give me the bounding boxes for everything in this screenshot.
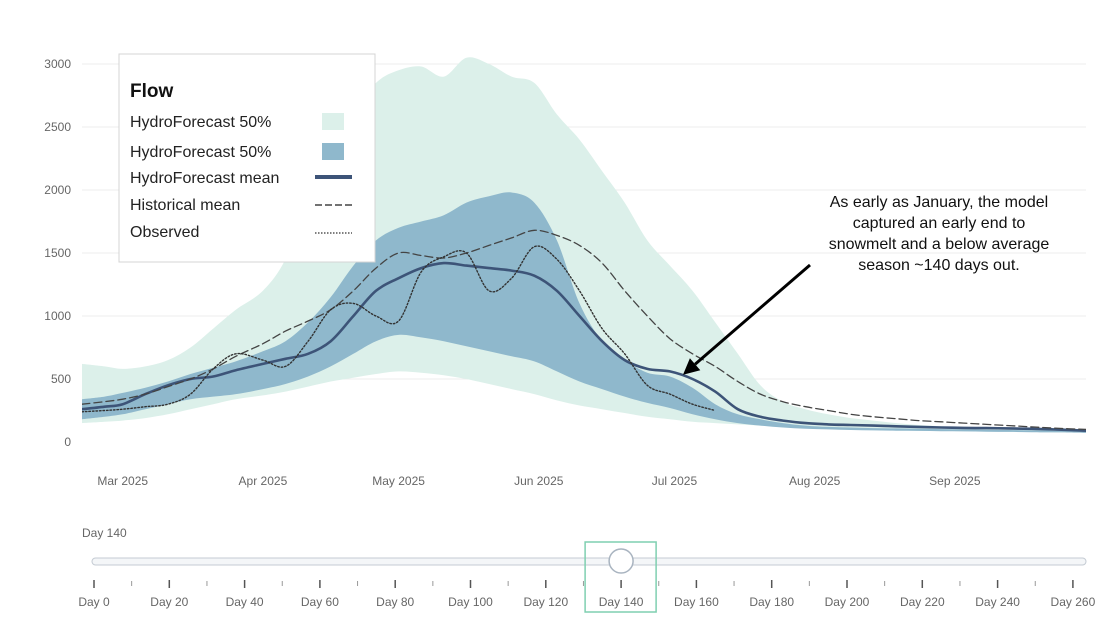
annotation-line-1: As early as January, the model [830,194,1048,211]
annotation-arrow-line [694,263,811,366]
y-tick-label: 500 [51,372,71,386]
slider-tick-label: Day 260 [1051,595,1096,609]
y-tick-label: 1500 [44,246,71,260]
slider-ticks: Day 0 Day 20 Day 40 Day 60 Day 80 Day 100 Day … [78,580,1096,609]
x-tick-label: Jun 2025 [514,474,564,488]
slider-tick-label: Day 100 [448,595,493,609]
slider-tick-label: Day 240 [975,595,1020,609]
slider-selection-box [584,541,657,613]
x-tick-label: Jul 2025 [652,474,698,488]
slider-track[interactable] [91,557,1087,566]
y-tick-label: 2500 [44,120,71,134]
annotation-line-3: snowmelt and a below average [829,236,1050,253]
slider-tick-label: Day 180 [749,595,794,609]
y-tick-label: 2000 [44,183,71,197]
legend-label-historical-mean: Historical mean [130,197,240,214]
legend-label-inner-band: HydroForecast 50% [130,144,271,161]
slider-tick-label: Day 60 [301,595,339,609]
legend-label-observed: Observed [130,224,199,241]
x-tick-label: Mar 2025 [97,474,148,488]
slider-tick-label: Day 220 [900,595,945,609]
y-tick-label: 0 [64,435,71,449]
y-axis-ticks: 0 500 1000 1500 2000 2500 3000 [44,57,71,449]
x-tick-label: Sep 2025 [929,474,981,488]
x-axis-ticks: Mar 2025 Apr 2025 May 2025 Jun 2025 Jul 2025… [97,474,981,488]
series-dotted-line [82,245,716,413]
legend-title: Flow [130,81,173,102]
slider-tick-label: Day 40 [226,595,264,609]
annotation-line-4: season ~140 days out. [858,257,1019,274]
slider-tick-label: Day 200 [825,595,870,609]
slider-caption: Day 140 [82,526,127,540]
slider-tick-label: Day 0 [78,595,110,609]
slider-tick-label: Day 80 [376,595,414,609]
y-tick-label: 1000 [44,309,71,323]
day-slider[interactable]: Day 140 Day 0 Day 20 Day 40 Day 60 Day 80 Day… [78,526,1096,613]
slider-tick-label: Day 120 [523,595,568,609]
x-tick-label: Apr 2025 [239,474,288,488]
legend-swatch-inner-band [322,143,344,160]
slider-tick-label: Day 160 [674,595,719,609]
slider-tick-label: Day 140 [599,595,644,609]
legend-swatch-outer-band [322,113,344,130]
legend-label-outer-band: HydroForecast 50% [130,114,271,131]
slider-tick-label: Day 20 [150,595,188,609]
legend: Flow HydroForecast 50% HydroForecast 50%… [118,53,376,263]
series-line-line [82,261,1086,432]
series-dashed-line [82,229,1086,431]
x-tick-label: Aug 2025 [789,474,841,488]
slider-handle[interactable] [608,548,634,574]
x-tick-label: May 2025 [372,474,425,488]
annotation-arrow-head [683,358,701,375]
annotation: As early as January, the model captured … [683,194,1049,375]
annotation-line-2: captured an early end to [853,215,1026,232]
y-tick-label: 3000 [44,57,71,71]
legend-label-forecast-mean: HydroForecast mean [130,170,279,187]
